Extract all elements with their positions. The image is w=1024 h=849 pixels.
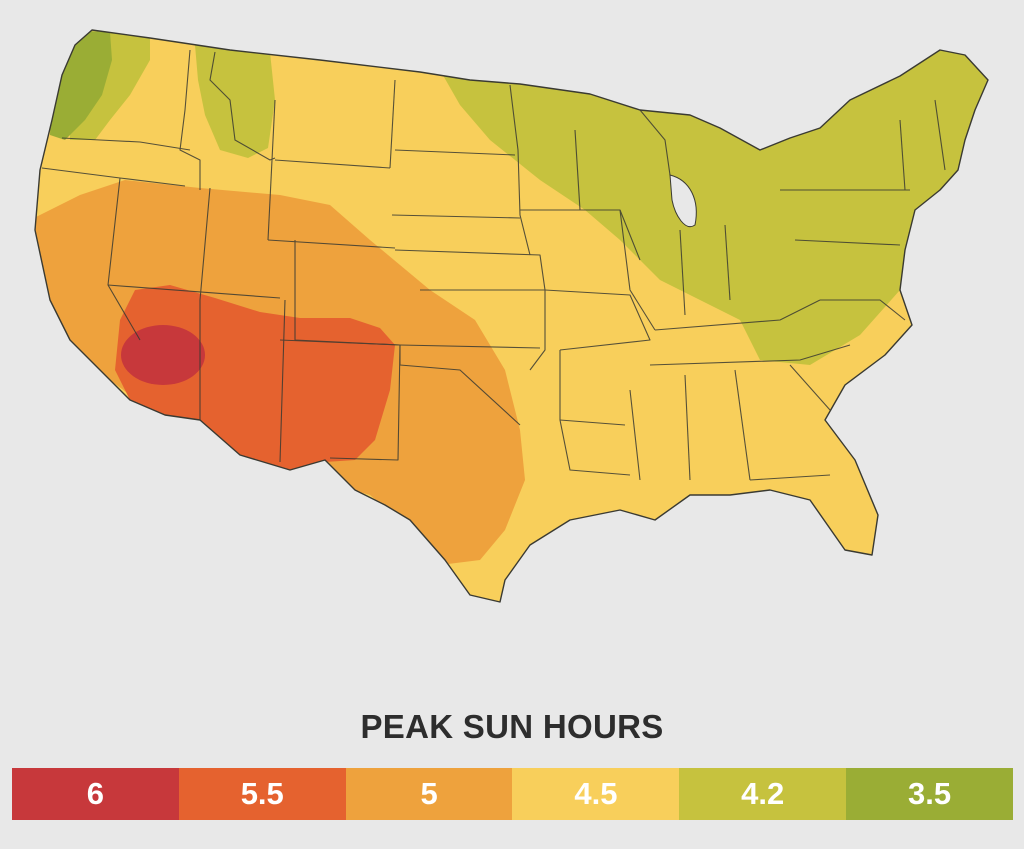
zone-4-2-rockies <box>195 45 275 158</box>
map-svg <box>34 29 989 603</box>
legend-item-4-5: 4.5 <box>512 768 680 820</box>
legend-item-3-5: 3.5 <box>846 768 1013 820</box>
legend-item-4-2: 4.2 <box>679 768 847 820</box>
state-borders <box>41 49 946 481</box>
us-outline <box>34 29 989 603</box>
legend-title: PEAK SUN HOURS <box>360 708 664 745</box>
zone-6 <box>121 325 205 385</box>
us-peak-sun-hours-map <box>34 29 989 603</box>
legend-item-5: 5 <box>345 768 513 820</box>
lake-michigan <box>669 174 697 228</box>
zone-4-2-northeast <box>440 40 988 365</box>
legend-item-6: 6 <box>12 768 179 820</box>
legend-item-5-5: 5.5 <box>178 768 346 820</box>
legend-bar: 6 5.5 5 4.5 4.2 3.5 <box>12 768 1013 820</box>
